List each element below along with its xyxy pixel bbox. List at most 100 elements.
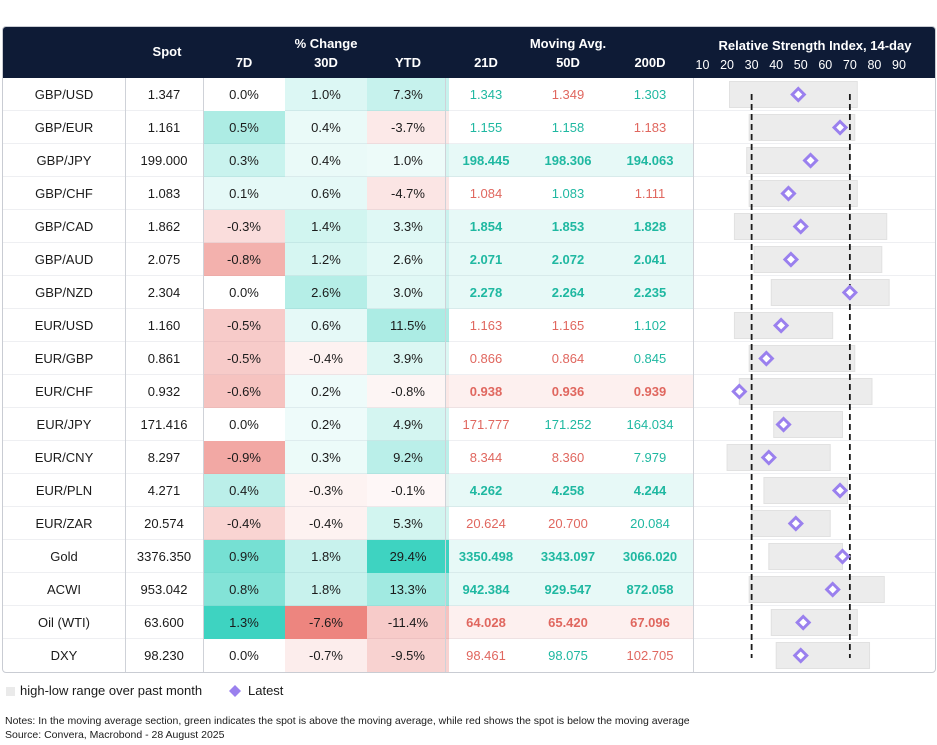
table-row: DXY 98.230 0.0% -0.7% -9.5% 98.461 98.075 102.7…	[3, 639, 935, 672]
change-d7-cell: -0.5%	[203, 309, 285, 342]
change-d30-cell: 1.8%	[285, 573, 367, 606]
change-d7-cell: 0.0%	[203, 408, 285, 441]
instrument-name-cell: ACWI	[47, 582, 81, 597]
moving-average-200d-cell: 1.111	[634, 186, 666, 201]
spot-cell: 1.083	[147, 186, 181, 201]
moving-average-50d-cell: 98.075	[548, 648, 588, 663]
moving-average-21d-cell: 64.028	[466, 615, 506, 630]
instrument-name-cell: GBP/JPY	[36, 153, 92, 168]
spot-cell: 171.416	[140, 417, 188, 432]
column-divider	[693, 78, 694, 672]
change-ytd-cell: 3.3%	[367, 210, 449, 243]
moving-average-21d-cell: 20.624	[466, 516, 506, 531]
change-d7-cell: 0.9%	[203, 540, 285, 573]
instrument-name-cell: GBP/CAD	[34, 219, 94, 234]
rsi-tick-label: 30	[744, 58, 759, 72]
legend-latest-label: Latest	[248, 683, 284, 698]
moving-average-200d-cell: 20.084	[630, 516, 670, 531]
change-d7-cell: 0.8%	[203, 573, 285, 606]
header-50d: 50D	[556, 55, 580, 70]
moving-average-50d-cell: 65.420	[548, 615, 588, 630]
table-row: ACWI 953.042 0.8% 1.8% 13.3% 942.384 929.547 87…	[3, 573, 935, 606]
moving-average-50d-cell: 198.306	[544, 153, 592, 168]
change-ytd-cell: 1.0%	[367, 144, 449, 177]
change-d30-cell: -0.4%	[285, 507, 367, 540]
spot-cell: 199.000	[140, 153, 188, 168]
table-row: EUR/PLN 4.271 0.4% -0.3% -0.1% 4.262 4.258 4.24…	[3, 474, 935, 507]
rsi-tick-label: 60	[818, 58, 833, 72]
spot-cell: 1.347	[147, 87, 181, 102]
change-ytd-cell: -9.5%	[367, 639, 449, 672]
moving-average-50d-cell: 4.258	[551, 483, 585, 498]
change-d7-cell: 0.4%	[203, 474, 285, 507]
instrument-name-cell: GBP/NZD	[35, 285, 93, 300]
column-divider	[203, 78, 204, 672]
moving-average-21d-cell: 0.866	[469, 351, 503, 366]
instrument-name-cell: GBP/USD	[34, 87, 94, 102]
moving-average-21d-cell: 171.777	[462, 417, 510, 432]
change-d30-cell: 0.6%	[285, 177, 367, 210]
change-ytd-cell: 5.3%	[367, 507, 449, 540]
change-ytd-cell: -0.8%	[367, 375, 449, 408]
table-row: GBP/NZD 2.304 0.0% 2.6% 3.0% 2.278 2.264 2.235	[3, 276, 935, 309]
table-body: GBP/USD 1.347 0.0% 1.0% 7.3% 1.343 1.349 1.303 G…	[3, 78, 935, 672]
change-d30-cell: 0.4%	[285, 111, 367, 144]
change-d30-cell: 0.6%	[285, 309, 367, 342]
change-d7-cell: 1.3%	[203, 606, 285, 639]
header-percent-change: % Change	[294, 36, 358, 51]
moving-average-200d-cell: 4.244	[633, 483, 667, 498]
moving-average-50d-cell: 1.349	[551, 87, 585, 102]
moving-average-21d-cell: 2.071	[469, 252, 503, 267]
header-7d: 7D	[235, 55, 253, 70]
spot-cell: 0.932	[147, 384, 181, 399]
moving-average-200d-cell: 1.828	[633, 219, 667, 234]
instrument-name-cell: GBP/AUD	[34, 252, 94, 267]
table-row: GBP/AUD 2.075 -0.8% 1.2% 2.6% 2.071 2.072 2.041	[3, 243, 935, 276]
header-moving-average: Moving Avg.	[529, 36, 607, 51]
spot-cell: 1.160	[147, 318, 181, 333]
instrument-name-cell: EUR/CNY	[34, 450, 94, 465]
rsi-tick-label: 80	[867, 58, 882, 72]
change-d30-cell: 0.2%	[285, 408, 367, 441]
table-row: GBP/CHF 1.083 0.1% 0.6% -4.7% 1.084 1.083 1.111	[3, 177, 935, 210]
change-d7-cell: -0.3%	[203, 210, 285, 243]
moving-average-50d-cell: 2.072	[551, 252, 585, 267]
moving-average-50d-cell: 2.264	[551, 285, 585, 300]
change-ytd-cell: -11.4%	[367, 606, 449, 639]
moving-average-band	[445, 540, 693, 573]
change-d30-cell: -0.3%	[285, 474, 367, 507]
table-row: EUR/GBP 0.861 -0.5% -0.4% 3.9% 0.866 0.864 0.84…	[3, 342, 935, 375]
notes: Notes: In the moving average section, gr…	[5, 714, 690, 742]
spot-cell: 953.042	[140, 582, 188, 597]
moving-average-200d-cell: 872.058	[626, 582, 674, 597]
moving-average-21d-cell: 1.084	[469, 186, 503, 201]
change-d7-cell: -0.8%	[203, 243, 285, 276]
instrument-name-cell: EUR/GBP	[34, 351, 94, 366]
change-ytd-cell: 7.3%	[367, 78, 449, 111]
rsi-tick-label: 70	[842, 58, 857, 72]
change-d30-cell: 0.2%	[285, 375, 367, 408]
moving-average-200d-cell: 2.235	[633, 285, 667, 300]
change-ytd-cell: 11.5%	[367, 309, 449, 342]
change-d30-cell: 0.4%	[285, 144, 367, 177]
change-ytd-cell: 4.9%	[367, 408, 449, 441]
moving-average-200d-cell: 1.102	[633, 318, 667, 333]
rsi-tick-label: 40	[769, 58, 784, 72]
table-row: GBP/CAD 1.862 -0.3% 1.4% 3.3% 1.854 1.853 1.828	[3, 210, 935, 243]
column-divider	[445, 78, 446, 672]
instrument-name-cell: GBP/EUR	[34, 120, 94, 135]
moving-average-21d-cell: 1.854	[469, 219, 503, 234]
table-row: GBP/USD 1.347 0.0% 1.0% 7.3% 1.343 1.349 1.303	[3, 78, 935, 111]
table-row: Gold 3376.350 0.9% 1.8% 29.4% 3350.498 3343.09…	[3, 540, 935, 573]
change-d7-cell: 0.5%	[203, 111, 285, 144]
header-30d: 30D	[314, 55, 338, 70]
spot-cell: 63.600	[144, 615, 184, 630]
change-d30-cell: -0.4%	[285, 342, 367, 375]
moving-average-200d-cell: 0.845	[633, 351, 667, 366]
spot-cell: 2.304	[147, 285, 181, 300]
spot-cell: 98.230	[144, 648, 184, 663]
moving-average-21d-cell: 942.384	[462, 582, 510, 597]
change-d30-cell: -0.7%	[285, 639, 367, 672]
table-row: EUR/ZAR 20.574 -0.4% -0.4% 5.3% 20.624 20.700 2…	[3, 507, 935, 540]
instrument-name-cell: Oil (WTI)	[38, 615, 90, 630]
